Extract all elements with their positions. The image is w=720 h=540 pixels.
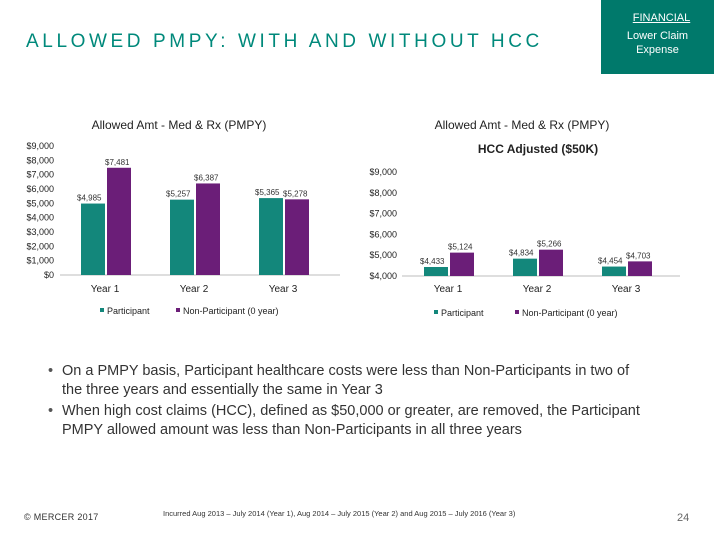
category-badge: FINANCIAL Lower Claim Expense xyxy=(601,0,714,74)
x-tick-label: Year 2 xyxy=(523,284,552,295)
data-label: $5,257 xyxy=(166,190,191,199)
y-tick-label: $5,000 xyxy=(26,198,54,208)
y-tick-label: $2,000 xyxy=(26,241,54,251)
badge-label: Lower Claim Expense xyxy=(626,30,689,56)
legend-label-participant: Participant xyxy=(107,306,150,316)
page-title: ALLOWED PMPY: WITH AND WITHOUT HCC xyxy=(26,31,543,52)
legend-swatch-participant xyxy=(100,308,104,312)
legend-swatch-non-participant xyxy=(515,310,519,314)
bar-non-participant xyxy=(107,167,131,275)
y-tick-label: $1,000 xyxy=(26,256,54,266)
bar-participant xyxy=(170,199,194,275)
legend-swatch-non-participant xyxy=(176,308,180,312)
x-tick-label: Year 2 xyxy=(180,284,209,295)
y-tick-label: $7,000 xyxy=(369,209,397,219)
x-tick-label: Year 1 xyxy=(91,284,120,295)
data-label: $4,985 xyxy=(77,194,102,203)
data-label: $6,387 xyxy=(194,173,219,182)
copyright: © MERCER 2017 xyxy=(24,512,99,522)
y-tick-label: $3,000 xyxy=(26,227,54,237)
bar-non-participant xyxy=(196,183,220,275)
bar-non-participant xyxy=(450,252,474,276)
y-tick-label: $5,000 xyxy=(369,250,397,260)
chart-title: Allowed Amt - Med & Rx (PMPY) xyxy=(92,118,267,132)
y-tick-label: $9,000 xyxy=(369,167,397,177)
x-tick-label: Year 3 xyxy=(269,284,298,295)
y-tick-label: $4,000 xyxy=(369,271,397,281)
charts-canvas: Allowed Amt - Med & Rx (PMPY) $9,000 $8,00… xyxy=(26,118,680,318)
data-label: $5,365 xyxy=(255,188,280,197)
x-tick-label: Year 3 xyxy=(612,284,641,295)
bar-non-participant xyxy=(539,249,563,276)
legend-label-non-participant: Non-Participant (0 year) xyxy=(522,308,618,318)
bar-participant xyxy=(602,266,626,276)
y-tick-label: $4,000 xyxy=(26,213,54,223)
data-label: $5,124 xyxy=(448,243,473,252)
bullet-item: When high cost claims (HCC), defined as … xyxy=(48,402,652,440)
chart-subtitle: HCC Adjusted ($50K) xyxy=(478,142,598,156)
y-tick-label: $6,000 xyxy=(369,229,397,239)
data-label: $5,278 xyxy=(283,189,308,198)
y-tick-label: $7,000 xyxy=(26,170,54,180)
bullet-list: On a PMPY basis, Participant healthcare … xyxy=(48,362,652,442)
y-tick-label: $8,000 xyxy=(369,188,397,198)
chart-allowed-pmpy: Allowed Amt - Med & Rx (PMPY) $9,000 $8,00… xyxy=(26,118,340,316)
y-tick-label: $9,000 xyxy=(26,141,54,151)
x-tick-label: Year 1 xyxy=(434,284,463,295)
bar-participant xyxy=(513,258,537,276)
page-number: 24 xyxy=(677,512,690,524)
footnote: Incurred Aug 2013 – July 2014 (Year 1), … xyxy=(163,509,516,518)
y-tick-label: $8,000 xyxy=(26,155,54,165)
bar-participant xyxy=(259,198,283,275)
chart-allowed-pmpy-hcc-adjusted: Allowed Amt - Med & Rx (PMPY) HCC Adjuste… xyxy=(369,118,680,318)
bullet-item: On a PMPY basis, Participant healthcare … xyxy=(48,362,652,400)
bar-non-participant xyxy=(285,199,309,275)
legend-label-participant: Participant xyxy=(441,308,484,318)
bar-participant xyxy=(81,203,105,275)
data-label: $7,481 xyxy=(105,158,130,167)
y-tick-label: $6,000 xyxy=(26,184,54,194)
legend-label-non-participant: Non-Participant (0 year) xyxy=(183,306,279,316)
data-label: $5,266 xyxy=(537,240,562,249)
data-label: $4,703 xyxy=(626,251,651,260)
bar-non-participant xyxy=(628,261,652,276)
bar-participant xyxy=(424,266,448,276)
data-label: $4,454 xyxy=(598,257,623,266)
badge-category[interactable]: FINANCIAL xyxy=(632,12,691,24)
data-label: $4,433 xyxy=(420,257,445,266)
chart-title: Allowed Amt - Med & Rx (PMPY) xyxy=(435,118,610,132)
legend-swatch-participant xyxy=(434,310,438,314)
data-label: $4,834 xyxy=(509,249,534,258)
y-tick-label: $0 xyxy=(44,270,54,280)
